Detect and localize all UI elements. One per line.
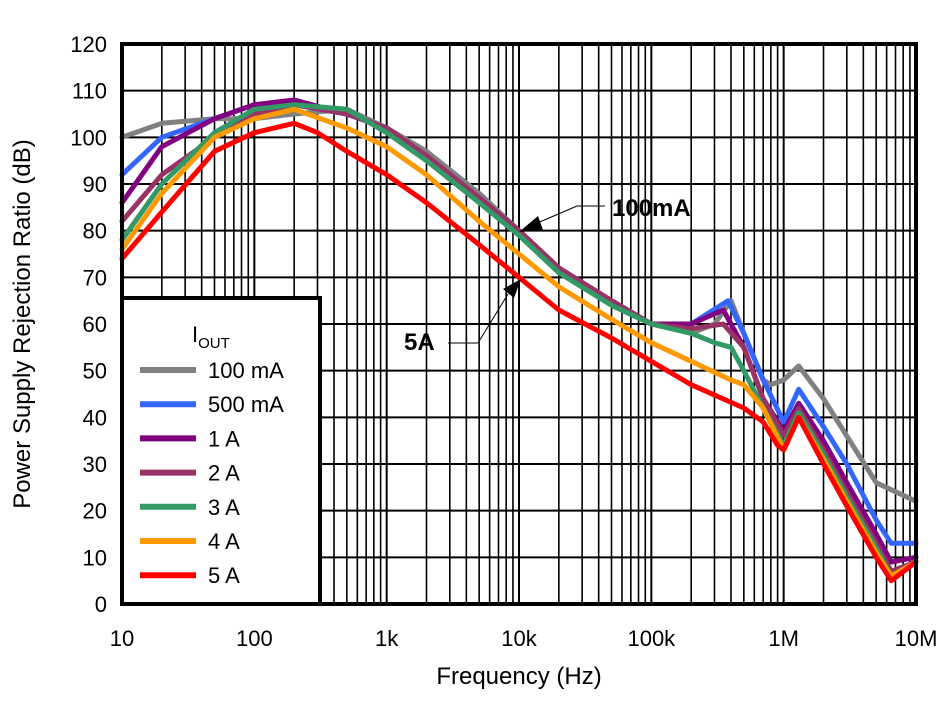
y-tick-label: 120 <box>70 32 107 57</box>
legend-label: 4 A <box>208 529 240 554</box>
annotation-5a-label: 5A <box>404 329 435 356</box>
y-axis-title: Power Supply Rejection Ratio (dB) <box>9 139 36 509</box>
legend-box <box>120 296 322 606</box>
y-tick-label: 80 <box>83 219 107 244</box>
legend-title: IOUT <box>192 322 230 352</box>
x-tick-label: 10M <box>895 626 938 651</box>
legend-label: 5 A <box>208 563 240 588</box>
legend-label: 2 A <box>208 461 240 486</box>
y-tick-label: 20 <box>83 499 107 524</box>
y-tick-label: 110 <box>72 79 107 104</box>
x-tick-label: 100k <box>627 626 676 651</box>
y-tick-label: 10 <box>83 545 107 570</box>
legend-label: 3 A <box>208 495 240 520</box>
y-tick-label: 0 <box>95 592 107 617</box>
y-tick-label: 30 <box>83 452 107 477</box>
legend-label: 500 mA <box>208 392 284 417</box>
series-line-5a <box>119 120 919 584</box>
legend-label: 100 mA <box>208 358 284 383</box>
annotation-5a-arrowhead <box>503 279 521 298</box>
y-tick-label: 40 <box>83 405 107 430</box>
y-tick-label: 100 <box>70 125 107 150</box>
y-tick-label: 90 <box>83 172 107 197</box>
x-tick-label: 1M <box>768 626 799 651</box>
y-tick-label: 50 <box>83 359 107 384</box>
annotation-100ma-leader-diag <box>534 205 578 225</box>
annotation-5a-leader-diag <box>477 293 509 344</box>
x-tick-label: 1k <box>375 626 399 651</box>
legend: IOUT 100 mA 500 mA 1 A 2 A 3 A 4 A 5 A <box>120 296 322 606</box>
x-tick-label: 100 <box>236 626 273 651</box>
x-tick-label: 10 <box>110 626 134 651</box>
y-tick-label: 60 <box>83 312 107 337</box>
legend-label: 1 A <box>208 426 240 451</box>
y-tick-label: 70 <box>83 265 107 290</box>
annotation-100ma-label: 100mA <box>612 195 691 222</box>
annotation-100ma-arrowhead <box>519 216 543 232</box>
x-tick-label: 10k <box>501 626 537 651</box>
annotations: 100mA 5A <box>404 195 691 356</box>
series-group <box>119 97 919 584</box>
x-axis-title: Frequency (Hz) <box>436 663 601 690</box>
